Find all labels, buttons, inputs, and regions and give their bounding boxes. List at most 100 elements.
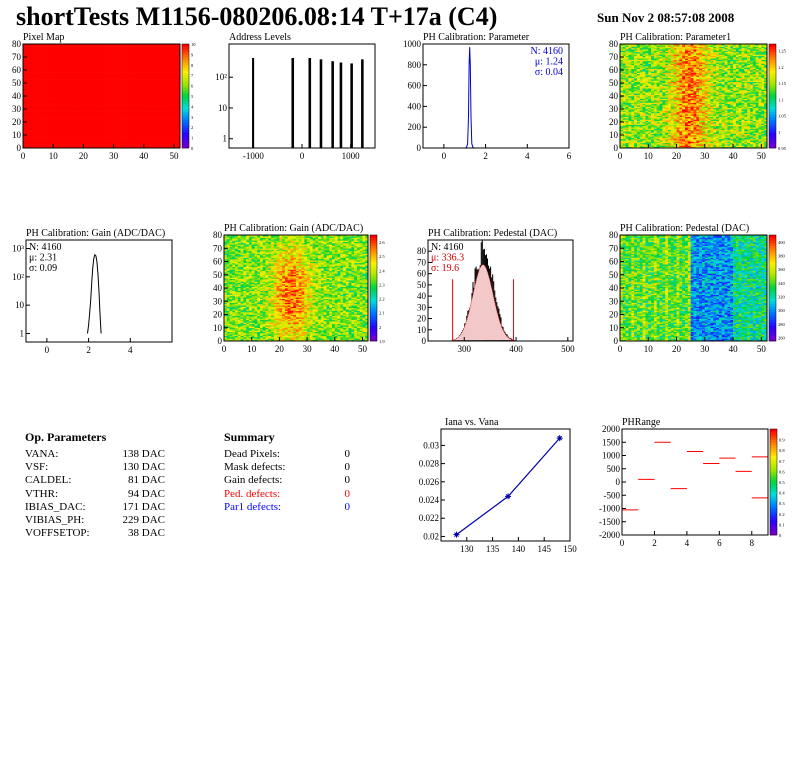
heatmap-cell <box>74 132 78 134</box>
heatmap-cell <box>104 141 108 144</box>
heatmap-cell <box>173 125 178 128</box>
heatmap-cell <box>131 59 136 62</box>
heatmap-cell <box>83 60 87 63</box>
heatmap-cell <box>122 137 126 140</box>
heatmap-cell <box>89 141 93 144</box>
heatmap-cell <box>155 97 160 99</box>
heatmap-cell <box>137 54 142 56</box>
heatmap-cell <box>47 51 51 54</box>
heatmap-cell <box>89 54 93 56</box>
heatmap-cell <box>146 94 151 97</box>
heatmap-cell <box>125 116 129 119</box>
heatmap-cell <box>634 98 638 101</box>
heatmap-cell <box>59 59 63 62</box>
heatmap-cell <box>164 132 169 134</box>
heatmap-cell <box>176 62 181 64</box>
heatmap-cell <box>628 145 632 147</box>
heatmap-cell <box>53 50 57 53</box>
heatmap-cell <box>137 84 142 86</box>
heatmap-cell <box>71 80 75 82</box>
heatmap-cell <box>134 76 139 79</box>
heatmap-cell <box>631 84 635 86</box>
heatmap-cell <box>107 131 111 133</box>
heatmap-cell <box>26 96 30 98</box>
heatmap-cell <box>146 135 151 137</box>
heatmap-cell <box>35 50 39 53</box>
heatmap-cell <box>131 145 136 147</box>
heatmap-cell <box>71 89 75 92</box>
heatmap-cell <box>68 72 72 75</box>
heatmap-cell <box>631 83 635 85</box>
heatmap-cell <box>35 96 39 98</box>
heatmap-cell <box>107 140 111 142</box>
heatmap-cell <box>50 124 54 127</box>
heatmap-cell <box>152 137 157 140</box>
heatmap-cell <box>77 132 81 134</box>
heatmap-cell <box>161 81 166 84</box>
heatmap-cell <box>50 111 54 114</box>
heatmap-cell <box>86 49 90 51</box>
heatmap-cell <box>620 75 624 77</box>
heatmap-cell <box>639 136 643 138</box>
heatmap-cell <box>167 57 172 59</box>
heatmap-cell <box>137 70 142 72</box>
heatmap-cell <box>636 76 641 79</box>
heatmap-cell <box>631 60 635 63</box>
heatmap-cell <box>71 90 75 93</box>
heatmap-cell <box>113 89 117 92</box>
heatmap-cell <box>77 146 81 149</box>
heatmap-cell <box>639 50 643 53</box>
heatmap-cell <box>56 63 60 66</box>
heatmap-cell <box>134 102 139 105</box>
heatmap-cell <box>642 94 646 97</box>
heatmap-cell <box>158 136 163 138</box>
heatmap-cell <box>158 141 163 144</box>
heatmap-cell <box>167 85 172 88</box>
heatmap-cell <box>98 128 102 131</box>
heatmap-cell <box>38 133 42 136</box>
heatmap-cell <box>26 62 30 64</box>
heatmap-cell <box>68 123 72 125</box>
heatmap-cell <box>104 96 108 98</box>
heatmap-cell <box>92 85 96 88</box>
heatmap-cell <box>625 86 629 89</box>
heatmap-cell <box>98 142 102 145</box>
heatmap-cell <box>71 120 75 123</box>
heatmap-cell <box>47 49 51 51</box>
heatmap-cell <box>107 125 111 128</box>
heatmap-cell <box>625 54 629 56</box>
heatmap-cell <box>149 97 154 99</box>
heatmap-cell <box>107 136 111 138</box>
heatmap-cell <box>122 96 126 98</box>
heatmap-cell <box>170 71 175 73</box>
heatmap-cell <box>77 49 81 51</box>
heatmap-cell <box>50 71 54 73</box>
heatmap-cell <box>625 60 629 63</box>
heatmap-cell <box>176 60 181 63</box>
heatmap-cell <box>625 84 629 86</box>
heatmap-cell <box>137 79 142 81</box>
heatmap-cell <box>113 132 117 134</box>
heatmap-cell <box>176 124 181 127</box>
heatmap-cell <box>77 131 81 133</box>
heatmap-cell <box>80 144 84 146</box>
heatmap-cell <box>116 75 120 77</box>
heatmap-cell <box>631 72 635 75</box>
heatmap-cell <box>634 107 638 110</box>
heatmap-cell <box>101 88 105 90</box>
heatmap-cell <box>119 55 123 58</box>
color-bar-cell <box>182 85 189 89</box>
heatmap-cell <box>140 86 145 89</box>
heatmap-cell <box>620 112 624 115</box>
heatmap-cell <box>38 125 42 128</box>
heatmap-cell <box>164 116 169 119</box>
heatmap-cell <box>56 118 60 120</box>
heatmap-cell <box>620 136 624 138</box>
heatmap-cell <box>50 101 54 103</box>
heatmap-cell <box>170 128 175 131</box>
heatmap-cell <box>26 105 30 107</box>
heatmap-cell <box>68 107 72 110</box>
heatmap-cell <box>74 123 78 125</box>
heatmap-cell <box>170 53 175 55</box>
heatmap-cell <box>62 128 66 131</box>
